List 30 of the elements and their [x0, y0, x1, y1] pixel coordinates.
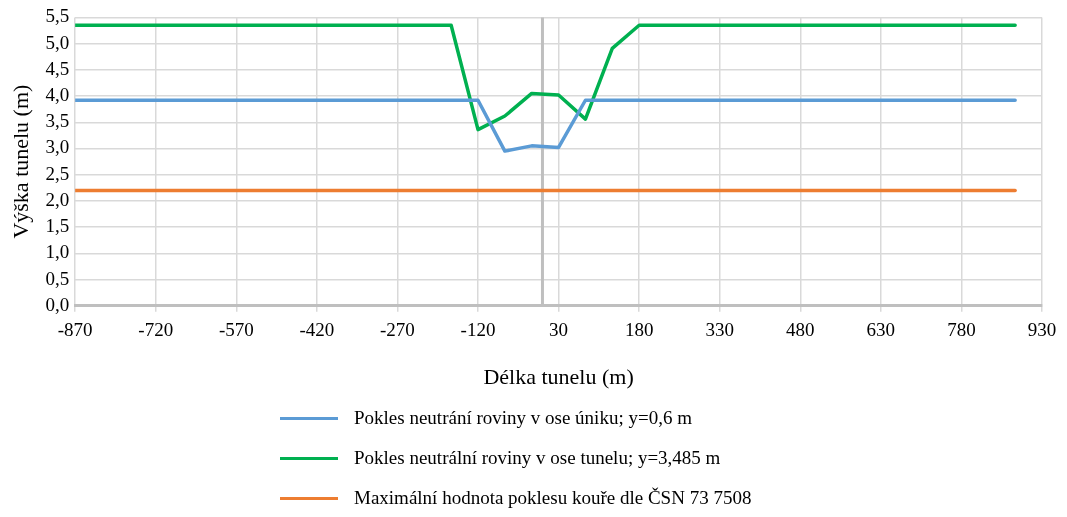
x-tick-label: -870: [57, 319, 93, 341]
x-tick-label: 780: [947, 319, 976, 341]
y-tick-label: 4,5: [45, 57, 70, 79]
x-tick-label: -420: [299, 319, 335, 341]
y-axis-title: Výška tunelu (m): [7, 84, 33, 239]
x-tick-label: 930: [1027, 319, 1057, 341]
x-tick-label: 330: [705, 319, 734, 341]
x-tick-label: 630: [866, 319, 896, 341]
y-tick-label: 0,5: [45, 267, 70, 289]
legend-label: Maximální hodnota poklesu kouře dle ČSN 73 7508: [354, 487, 752, 509]
x-tick-label: -720: [138, 319, 174, 341]
y-tick-label: 2,5: [45, 162, 70, 184]
legend-label: Pokles neutrání roviny v ose úniku; y=0,6 m: [354, 407, 692, 429]
y-tick-label: 0,0: [45, 293, 70, 315]
y-tick-label: 4,0: [45, 84, 70, 106]
x-tick-label: 480: [786, 319, 815, 341]
y-tick-label: 5,5: [45, 5, 70, 27]
y-tick-label: 3,5: [45, 110, 70, 132]
x-tick-label: -120: [460, 319, 496, 341]
x-axis-title: Délka tunelu (m): [483, 363, 634, 389]
x-tick-label: 30: [549, 319, 569, 341]
legend-label: Pokles neutrální roviny v ose tunelu; y=3,485 m: [354, 447, 721, 469]
y-tick-label: 1,0: [45, 241, 70, 263]
y-tick-label: 1,5: [45, 215, 70, 237]
x-tick-label: -570: [218, 319, 254, 341]
x-tick-label: -270: [380, 319, 415, 341]
y-tick-label: 3,0: [45, 136, 70, 158]
y-tick-label: 5,0: [45, 31, 70, 53]
x-tick-label: 180: [624, 319, 654, 341]
y-tick-label: 2,0: [45, 188, 70, 210]
